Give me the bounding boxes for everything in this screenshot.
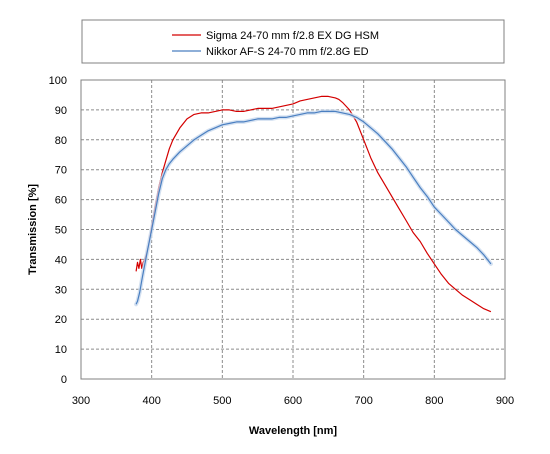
series-halo-1 xyxy=(134,109,493,307)
y-axis-ticks: 0 10 20 30 40 50 60 70 80 90 100 xyxy=(49,75,67,386)
y-tick-label-90: 90 xyxy=(55,105,67,117)
x-tick-label-800: 800 xyxy=(425,395,443,407)
y-tick-label-0: 0 xyxy=(61,374,67,386)
series-line-1 xyxy=(135,110,492,305)
y-tick-label-100: 100 xyxy=(49,75,67,87)
y-axis-title: Transmission [%] xyxy=(27,184,39,275)
y-tick-label-70: 70 xyxy=(55,165,67,177)
x-tick-label-900: 900 xyxy=(496,395,514,407)
legend: Sigma 24-70 mm f/2.8 EX DG HSM Nikkor AF… xyxy=(81,19,505,64)
y-tick-label-10: 10 xyxy=(55,344,67,356)
x-axis-ticks: 300 400 500 600 700 800 900 xyxy=(72,395,514,407)
y-tick-label-50: 50 xyxy=(55,225,67,237)
x-tick-label-600: 600 xyxy=(284,395,302,407)
grid xyxy=(81,80,505,379)
legend-label-nikkor: Nikkor AF-S 24-70 mm f/2.8G ED xyxy=(206,46,369,58)
y-tick-label-20: 20 xyxy=(55,314,67,326)
x-tick-label-400: 400 xyxy=(142,395,160,407)
y-tick-label-60: 60 xyxy=(55,195,67,207)
series-layer xyxy=(134,95,493,313)
x-tick-label-500: 500 xyxy=(213,395,231,407)
legend-box xyxy=(81,19,505,64)
x-tick-label-700: 700 xyxy=(354,395,372,407)
x-tick-label-300: 300 xyxy=(72,395,90,407)
legend-label-sigma: Sigma 24-70 mm f/2.8 EX DG HSM xyxy=(206,30,379,42)
y-tick-label-40: 40 xyxy=(55,254,67,266)
series-line-0 xyxy=(135,95,492,313)
x-axis-title: Wavelength [nm] xyxy=(249,425,338,437)
y-tick-label-30: 30 xyxy=(55,284,67,296)
y-tick-label-80: 80 xyxy=(55,135,67,147)
plot-area-frame xyxy=(80,79,506,380)
